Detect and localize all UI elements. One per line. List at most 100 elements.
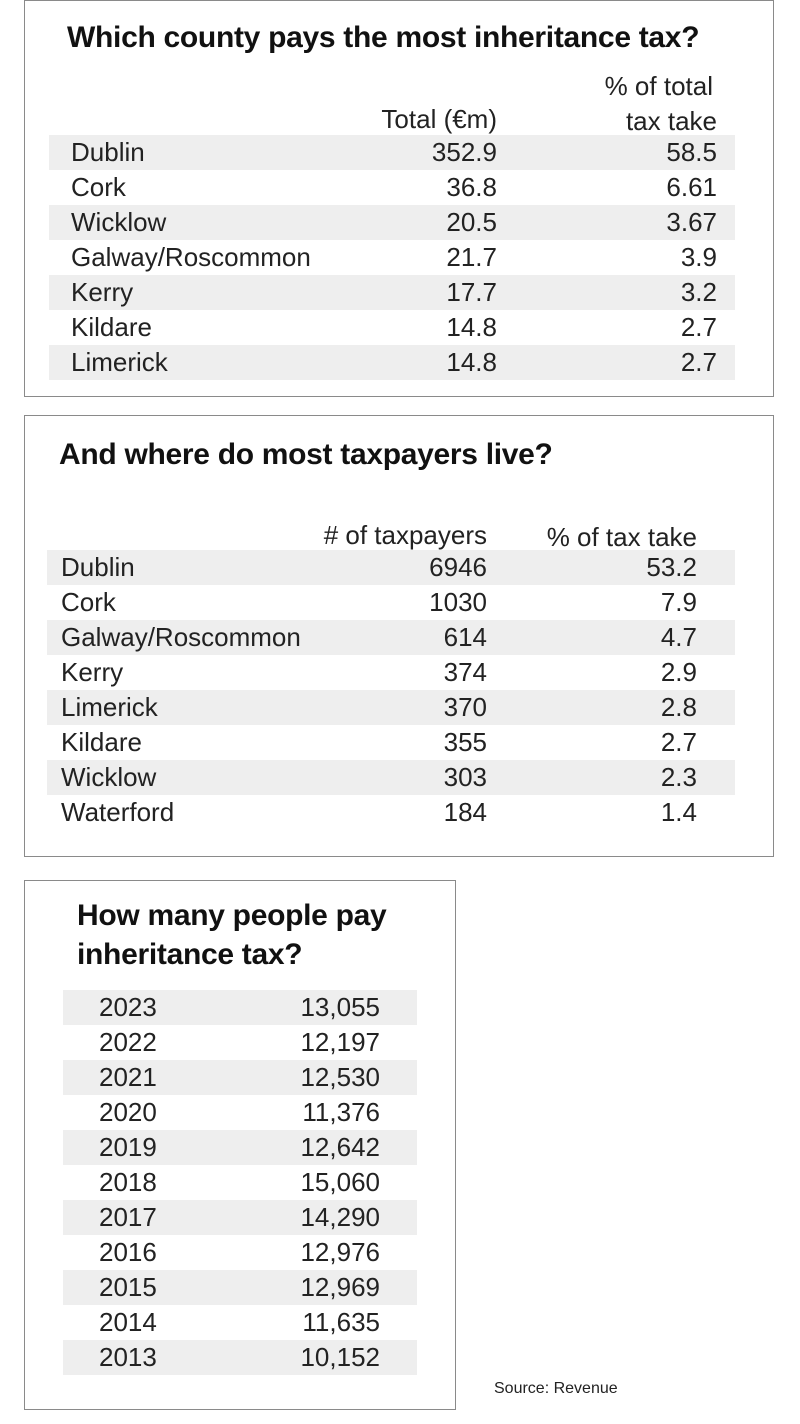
county-name: Wicklow: [61, 762, 157, 792]
total-value: 36.8: [446, 172, 497, 202]
source-note: Source: Revenue: [494, 1380, 618, 1397]
table-row: Kerry 374 2.9: [47, 655, 735, 690]
table-row: Waterford 184 1.4: [47, 795, 735, 830]
table-row: Limerick 14.8 2.7: [49, 345, 735, 380]
table-row: 2020 11,376: [63, 1095, 417, 1130]
county-name: Cork: [71, 172, 126, 202]
header-pct-line2: tax take: [625, 106, 717, 136]
count-value: 12,197: [300, 1027, 380, 1057]
count-value: 11,635: [302, 1307, 380, 1337]
count-value: 14,290: [300, 1202, 380, 1232]
county-name: Kerry: [71, 277, 134, 307]
county-name: Dublin: [71, 137, 145, 167]
pct-value: 6.61: [666, 172, 717, 202]
year-label: 2022: [99, 1027, 157, 1057]
pct-value: 1.4: [660, 797, 697, 827]
year-label: 2023: [99, 992, 157, 1022]
yearly-title-line2: inheritance tax?: [77, 938, 303, 971]
county-name: Waterford: [61, 797, 175, 827]
pct-value: 2.7: [680, 347, 717, 377]
taxpayers-value: 6946: [429, 552, 487, 582]
table-row: Galway/Roscommon 614 4.7: [47, 620, 735, 655]
county-name: Galway/Roscommon: [71, 242, 311, 272]
taxpayers-value: 184: [443, 797, 487, 827]
count-value: 15,060: [300, 1167, 380, 1197]
pct-value: 7.9: [660, 587, 697, 617]
pct-value: 2.7: [660, 727, 697, 757]
year-label: 2017: [99, 1202, 157, 1232]
year-label: 2018: [99, 1167, 157, 1197]
total-value: 14.8: [446, 312, 497, 342]
year-label: 2021: [99, 1062, 157, 1092]
table-row: Limerick 370 2.8: [47, 690, 735, 725]
county-name: Galway/Roscommon: [61, 622, 301, 652]
table-row: Kerry 17.7 3.2: [49, 275, 735, 310]
table-row: 2023 13,055: [63, 990, 417, 1025]
year-label: 2020: [99, 1097, 157, 1127]
total-value: 17.7: [446, 277, 497, 307]
county-name: Kildare: [71, 312, 152, 342]
pct-value: 2.9: [660, 657, 697, 687]
county-name: Dublin: [61, 552, 135, 582]
table-row: 2013 10,152: [63, 1340, 417, 1375]
taxpayers-value: 614: [443, 622, 487, 652]
taxpayers-value: 303: [443, 762, 487, 792]
header-total: Total (€m): [381, 104, 497, 134]
pct-value: 2.7: [680, 312, 717, 342]
table-row: Wicklow 20.5 3.67: [49, 205, 735, 240]
pct-value: 2.8: [660, 692, 697, 722]
table-row: 2021 12,530: [63, 1060, 417, 1095]
count-value: 12,969: [300, 1272, 380, 1302]
pct-value: 58.5: [666, 137, 717, 167]
table-row: Kildare 14.8 2.7: [49, 310, 735, 345]
county-name: Cork: [61, 587, 116, 617]
header-taxpayers: # of taxpayers: [323, 520, 487, 550]
county-tax-title: Which county pays the most inheritance t…: [67, 21, 700, 54]
county-name: Kerry: [61, 657, 124, 687]
pct-value: 2.3: [660, 762, 697, 792]
county-name: Wicklow: [71, 207, 167, 237]
yearly-title-line1: How many people pay: [77, 899, 387, 932]
yearly-panel: How many people pay inheritance tax? 202…: [24, 880, 456, 1410]
pct-value: 53.2: [646, 552, 697, 582]
count-value: 12,976: [300, 1237, 380, 1267]
taxpayers-panel: And where do most taxpayers live? # of t…: [24, 415, 774, 857]
county-name: Kildare: [61, 727, 142, 757]
table-row: 2018 15,060: [63, 1165, 417, 1200]
pct-value: 3.9: [680, 242, 717, 272]
total-value: 352.9: [431, 137, 497, 167]
count-value: 12,530: [300, 1062, 380, 1092]
pct-value: 3.2: [680, 277, 717, 307]
pct-value: 4.7: [660, 622, 697, 652]
year-label: 2015: [99, 1272, 157, 1302]
table-row: Kildare 355 2.7: [47, 725, 735, 760]
table-row: 2016 12,976: [63, 1235, 417, 1270]
total-value: 14.8: [446, 347, 497, 377]
header-pct-line1: % of total: [604, 71, 713, 101]
table-row: Dublin 352.9 58.5: [49, 135, 735, 170]
table-row: 2022 12,197: [63, 1025, 417, 1060]
table-row: 2015 12,969: [63, 1270, 417, 1305]
taxpayers-value: 370: [443, 692, 487, 722]
taxpayers-value: 355: [443, 727, 487, 757]
count-value: 10,152: [300, 1342, 380, 1372]
count-value: 12,642: [300, 1132, 380, 1162]
table-row: 2017 14,290: [63, 1200, 417, 1235]
taxpayers-title: And where do most taxpayers live?: [59, 438, 553, 471]
count-value: 11,376: [302, 1097, 380, 1127]
pct-value: 3.67: [666, 207, 717, 237]
table-row: Dublin 6946 53.2: [47, 550, 735, 585]
year-label: 2016: [99, 1237, 157, 1267]
year-label: 2014: [99, 1307, 157, 1337]
header-pct-take: % of tax take: [546, 522, 697, 552]
table-row: 2014 11,635: [63, 1305, 417, 1340]
count-value: 13,055: [300, 992, 380, 1022]
table-row: Galway/Roscommon 21.7 3.9: [49, 240, 735, 275]
total-value: 20.5: [446, 207, 497, 237]
year-label: 2019: [99, 1132, 157, 1162]
year-label: 2013: [99, 1342, 157, 1372]
table-row: 2019 12,642: [63, 1130, 417, 1165]
county-name: Limerick: [61, 692, 158, 722]
county-name: Limerick: [71, 347, 168, 377]
table-row: Cork 1030 7.9: [47, 585, 735, 620]
